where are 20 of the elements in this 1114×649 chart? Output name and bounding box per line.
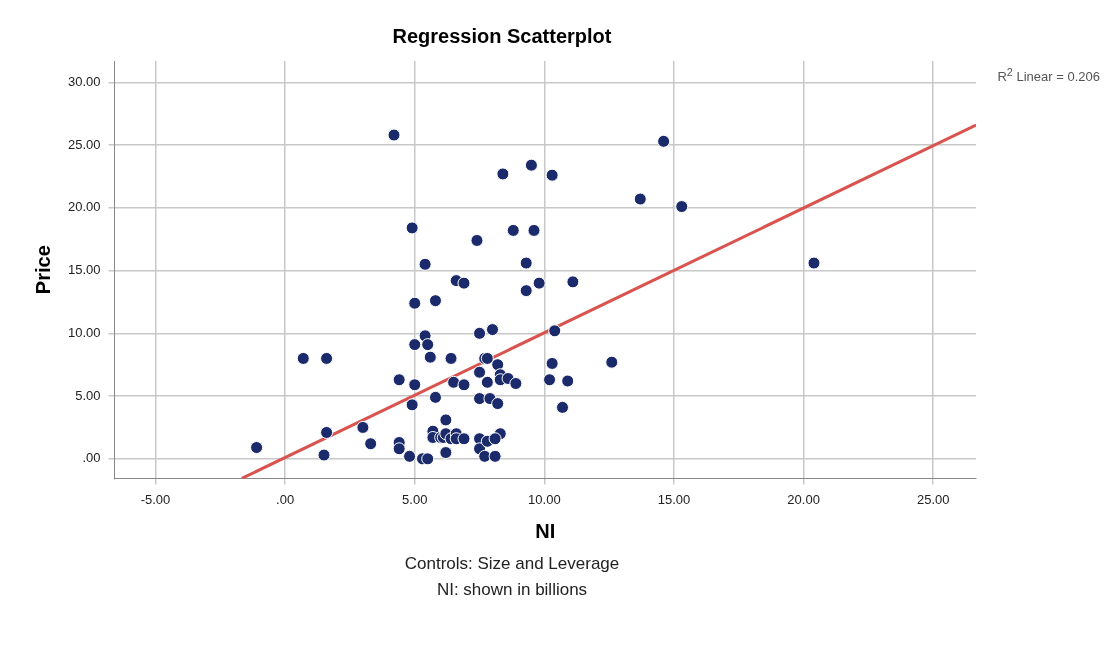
x-tick-label: .00 <box>276 491 295 507</box>
y-tick-label: 5.00 <box>75 387 101 403</box>
y-tick-label: 30.00 <box>67 73 101 89</box>
text: R$^{2}$ Linear = 0.206 <box>997 66 1100 85</box>
x-axis-title: NI <box>535 519 556 542</box>
y-tick-label: .00 <box>82 450 101 466</box>
chart-title: Regression Scatterplot <box>392 24 612 47</box>
y-tick-label: 25.00 <box>67 136 101 152</box>
y-axis-title: Price <box>31 245 54 295</box>
text: NI: shown in billions <box>435 580 589 600</box>
text: Controls: Size and Leverage <box>403 554 621 574</box>
x-tick-label: 15.00 <box>657 491 691 507</box>
y-tick-label: 20.00 <box>67 199 101 215</box>
x-tick-label: -5.00 <box>140 491 171 507</box>
x-tick-label: 10.00 <box>528 491 561 507</box>
y-tick-label: 10.00 <box>67 324 101 340</box>
y-tick-label: 15.00 <box>67 262 101 278</box>
x-tick-label: 20.00 <box>787 491 820 507</box>
x-tick-label: 5.00 <box>402 491 428 507</box>
x-tick-label: 25.00 <box>916 491 950 507</box>
